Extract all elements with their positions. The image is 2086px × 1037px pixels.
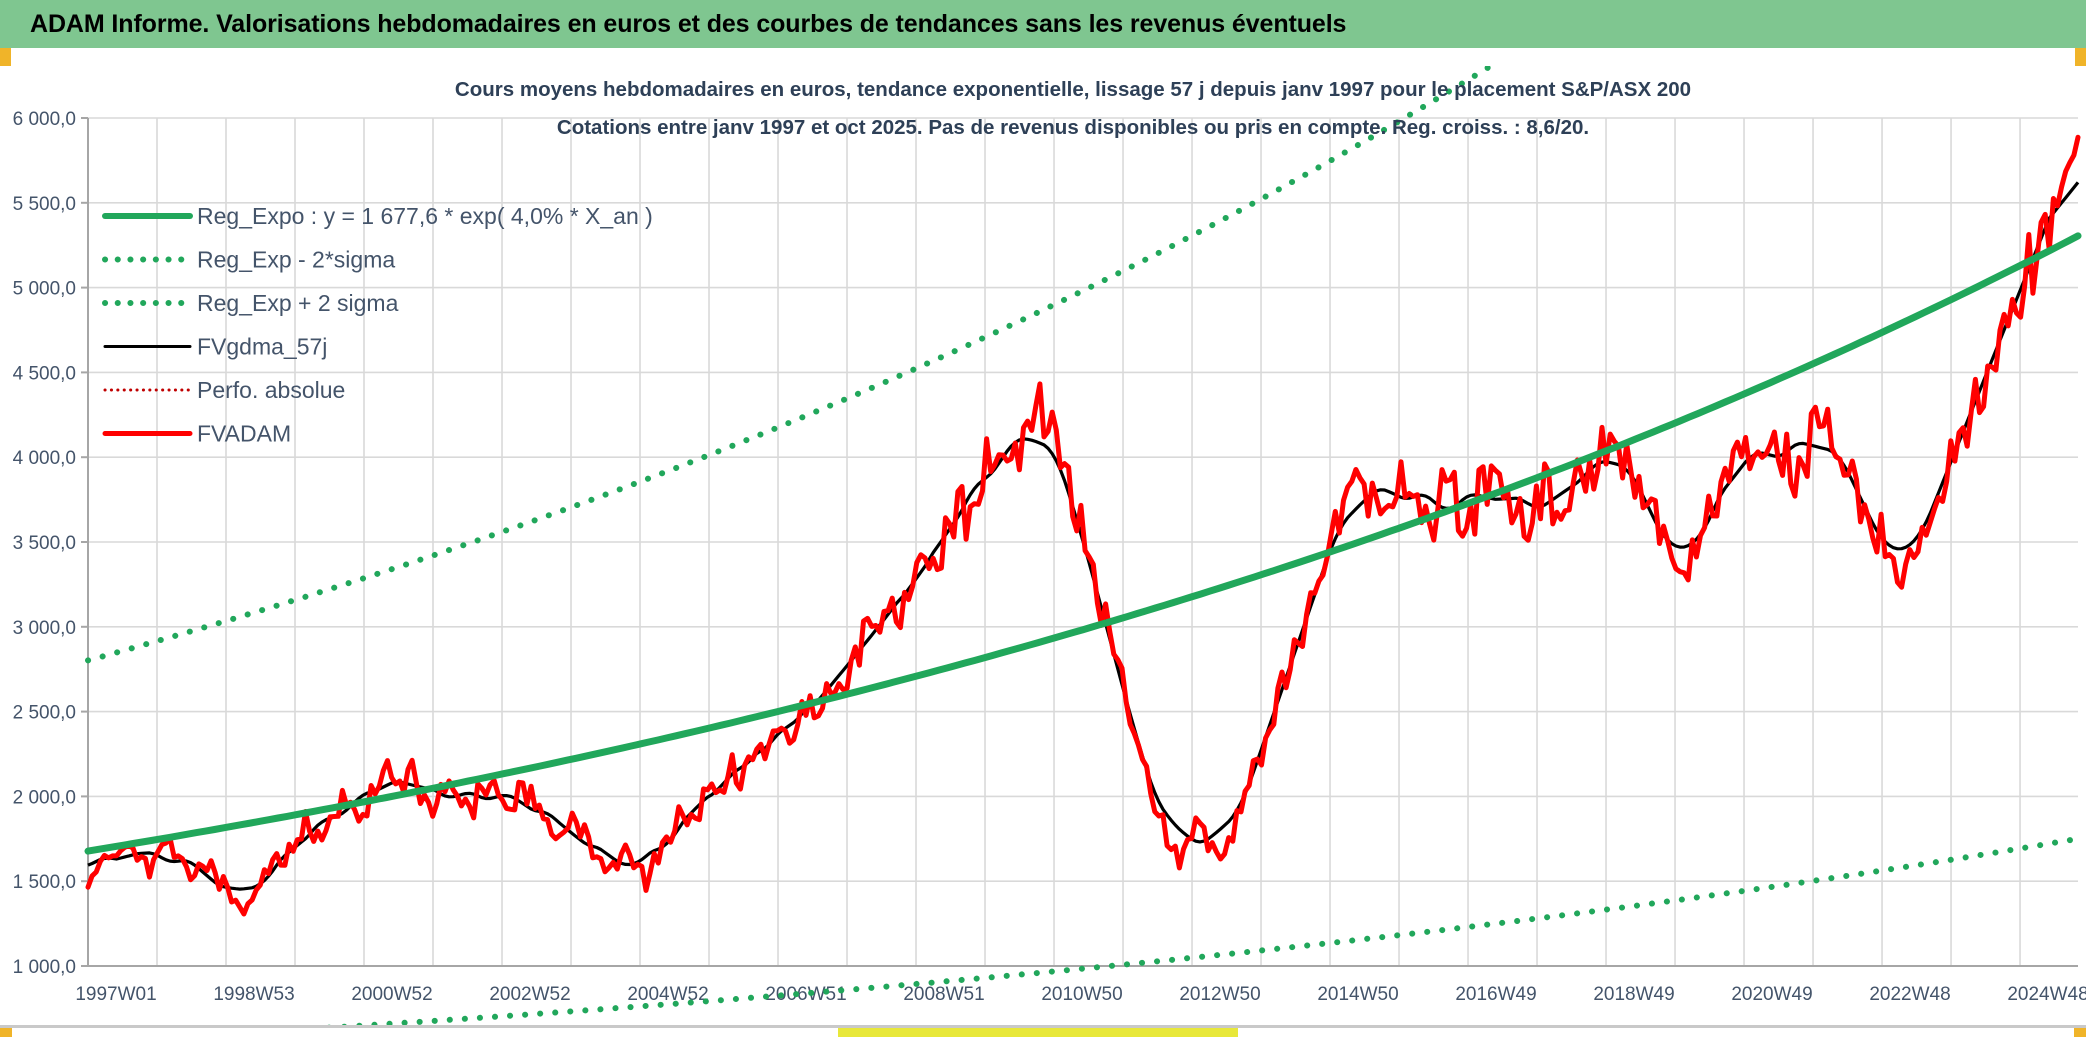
x-tick-label: 2010W50	[1041, 984, 1122, 1005]
accent-mark-right	[2075, 48, 2086, 66]
x-tick-label: 2006W51	[765, 984, 846, 1005]
y-tick-label: 4 500,0	[13, 363, 76, 384]
y-tick-label: 5 000,0	[13, 279, 76, 300]
legend-label-4: FVgdma_57j	[197, 334, 327, 360]
footer-divider	[0, 1025, 2086, 1028]
y-axis-labels: 6 000,0 5 500,0 5 000,0 4 500,0 4 000,0 3 500…	[13, 109, 88, 978]
fvadam-line	[85, 134, 2081, 917]
accent-mark-left	[0, 48, 11, 66]
legend-label-3: Reg_Exp + 2 sigma	[197, 290, 399, 316]
footer-accent-left	[0, 1028, 12, 1037]
y-tick-label: 3 000,0	[13, 618, 76, 639]
y-tick-label: 6 000,0	[13, 109, 76, 130]
x-tick-label: 2014W50	[1317, 984, 1398, 1005]
x-tick-label: 2002W52	[489, 984, 570, 1005]
x-tick-label: 2012W50	[1179, 984, 1260, 1005]
legend-label-2: Reg_Exp - 2*sigma	[197, 247, 395, 273]
x-tick-label: 2004W52	[627, 984, 708, 1005]
y-tick-label: 4 000,0	[13, 448, 76, 469]
x-tick-label: 2000W52	[351, 984, 432, 1005]
y-tick-label: 1 000,0	[13, 957, 76, 978]
legend-label-1: Reg_Expo : y = 1 677,6 * exp( 4,0% * X_a…	[197, 203, 653, 229]
chart-canvas: 6 000,0 5 500,0 5 000,0 4 500,0 4 000,0 3 500…	[0, 66, 2086, 1028]
x-tick-label: 2024W48	[2007, 984, 2086, 1005]
window-title-bar: ADAM Informe. Valorisations hebdomadaire…	[0, 0, 2086, 48]
chart-subtitle-line-2: Cotations entre janv 1997 et oct 2025. P…	[557, 116, 1589, 139]
y-tick-label: 2 000,0	[13, 787, 76, 808]
x-tick-label: 2018W49	[1593, 984, 1674, 1005]
legend-label-6: FVADAM	[197, 421, 291, 447]
x-tick-label: 2022W48	[1869, 984, 1950, 1005]
x-tick-label: 2020W49	[1731, 984, 1812, 1005]
chart-legend: Reg_Expo : y = 1 677,6 * exp( 4,0% * X_a…	[102, 203, 653, 447]
chart-svg: 6 000,0 5 500,0 5 000,0 4 500,0 4 000,0 3 500…	[13, 66, 2086, 1028]
page-title: ADAM Informe. Valorisations hebdomadaire…	[30, 9, 1347, 38]
y-tick-label: 5 500,0	[13, 194, 76, 215]
x-tick-label: 2016W49	[1455, 984, 1536, 1005]
footer-highlight	[838, 1028, 1238, 1037]
legend-label-5: Perfo. absolue	[197, 377, 345, 403]
x-tick-label: 1997W01	[75, 984, 156, 1005]
reg-exp-plus-2sigma-line	[85, 66, 1497, 664]
reg-expo-line	[84, 232, 2082, 855]
footer-accent-right	[2074, 1028, 2086, 1037]
y-tick-label: 1 500,0	[13, 872, 76, 893]
y-tick-label: 3 500,0	[13, 533, 76, 554]
x-tick-label: 2008W51	[903, 984, 984, 1005]
chart-subtitle-line-1: Cours moyens hebdomadaires en euros, ten…	[455, 78, 1691, 101]
reg-exp-minus-2sigma-line	[274, 835, 2081, 1028]
y-tick-label: 2 500,0	[13, 703, 76, 724]
x-tick-label: 1998W53	[213, 984, 294, 1005]
x-axis-labels: 1997W01 1998W53 2000W52 2002W52 2004W52 2006W…	[75, 984, 2086, 1005]
